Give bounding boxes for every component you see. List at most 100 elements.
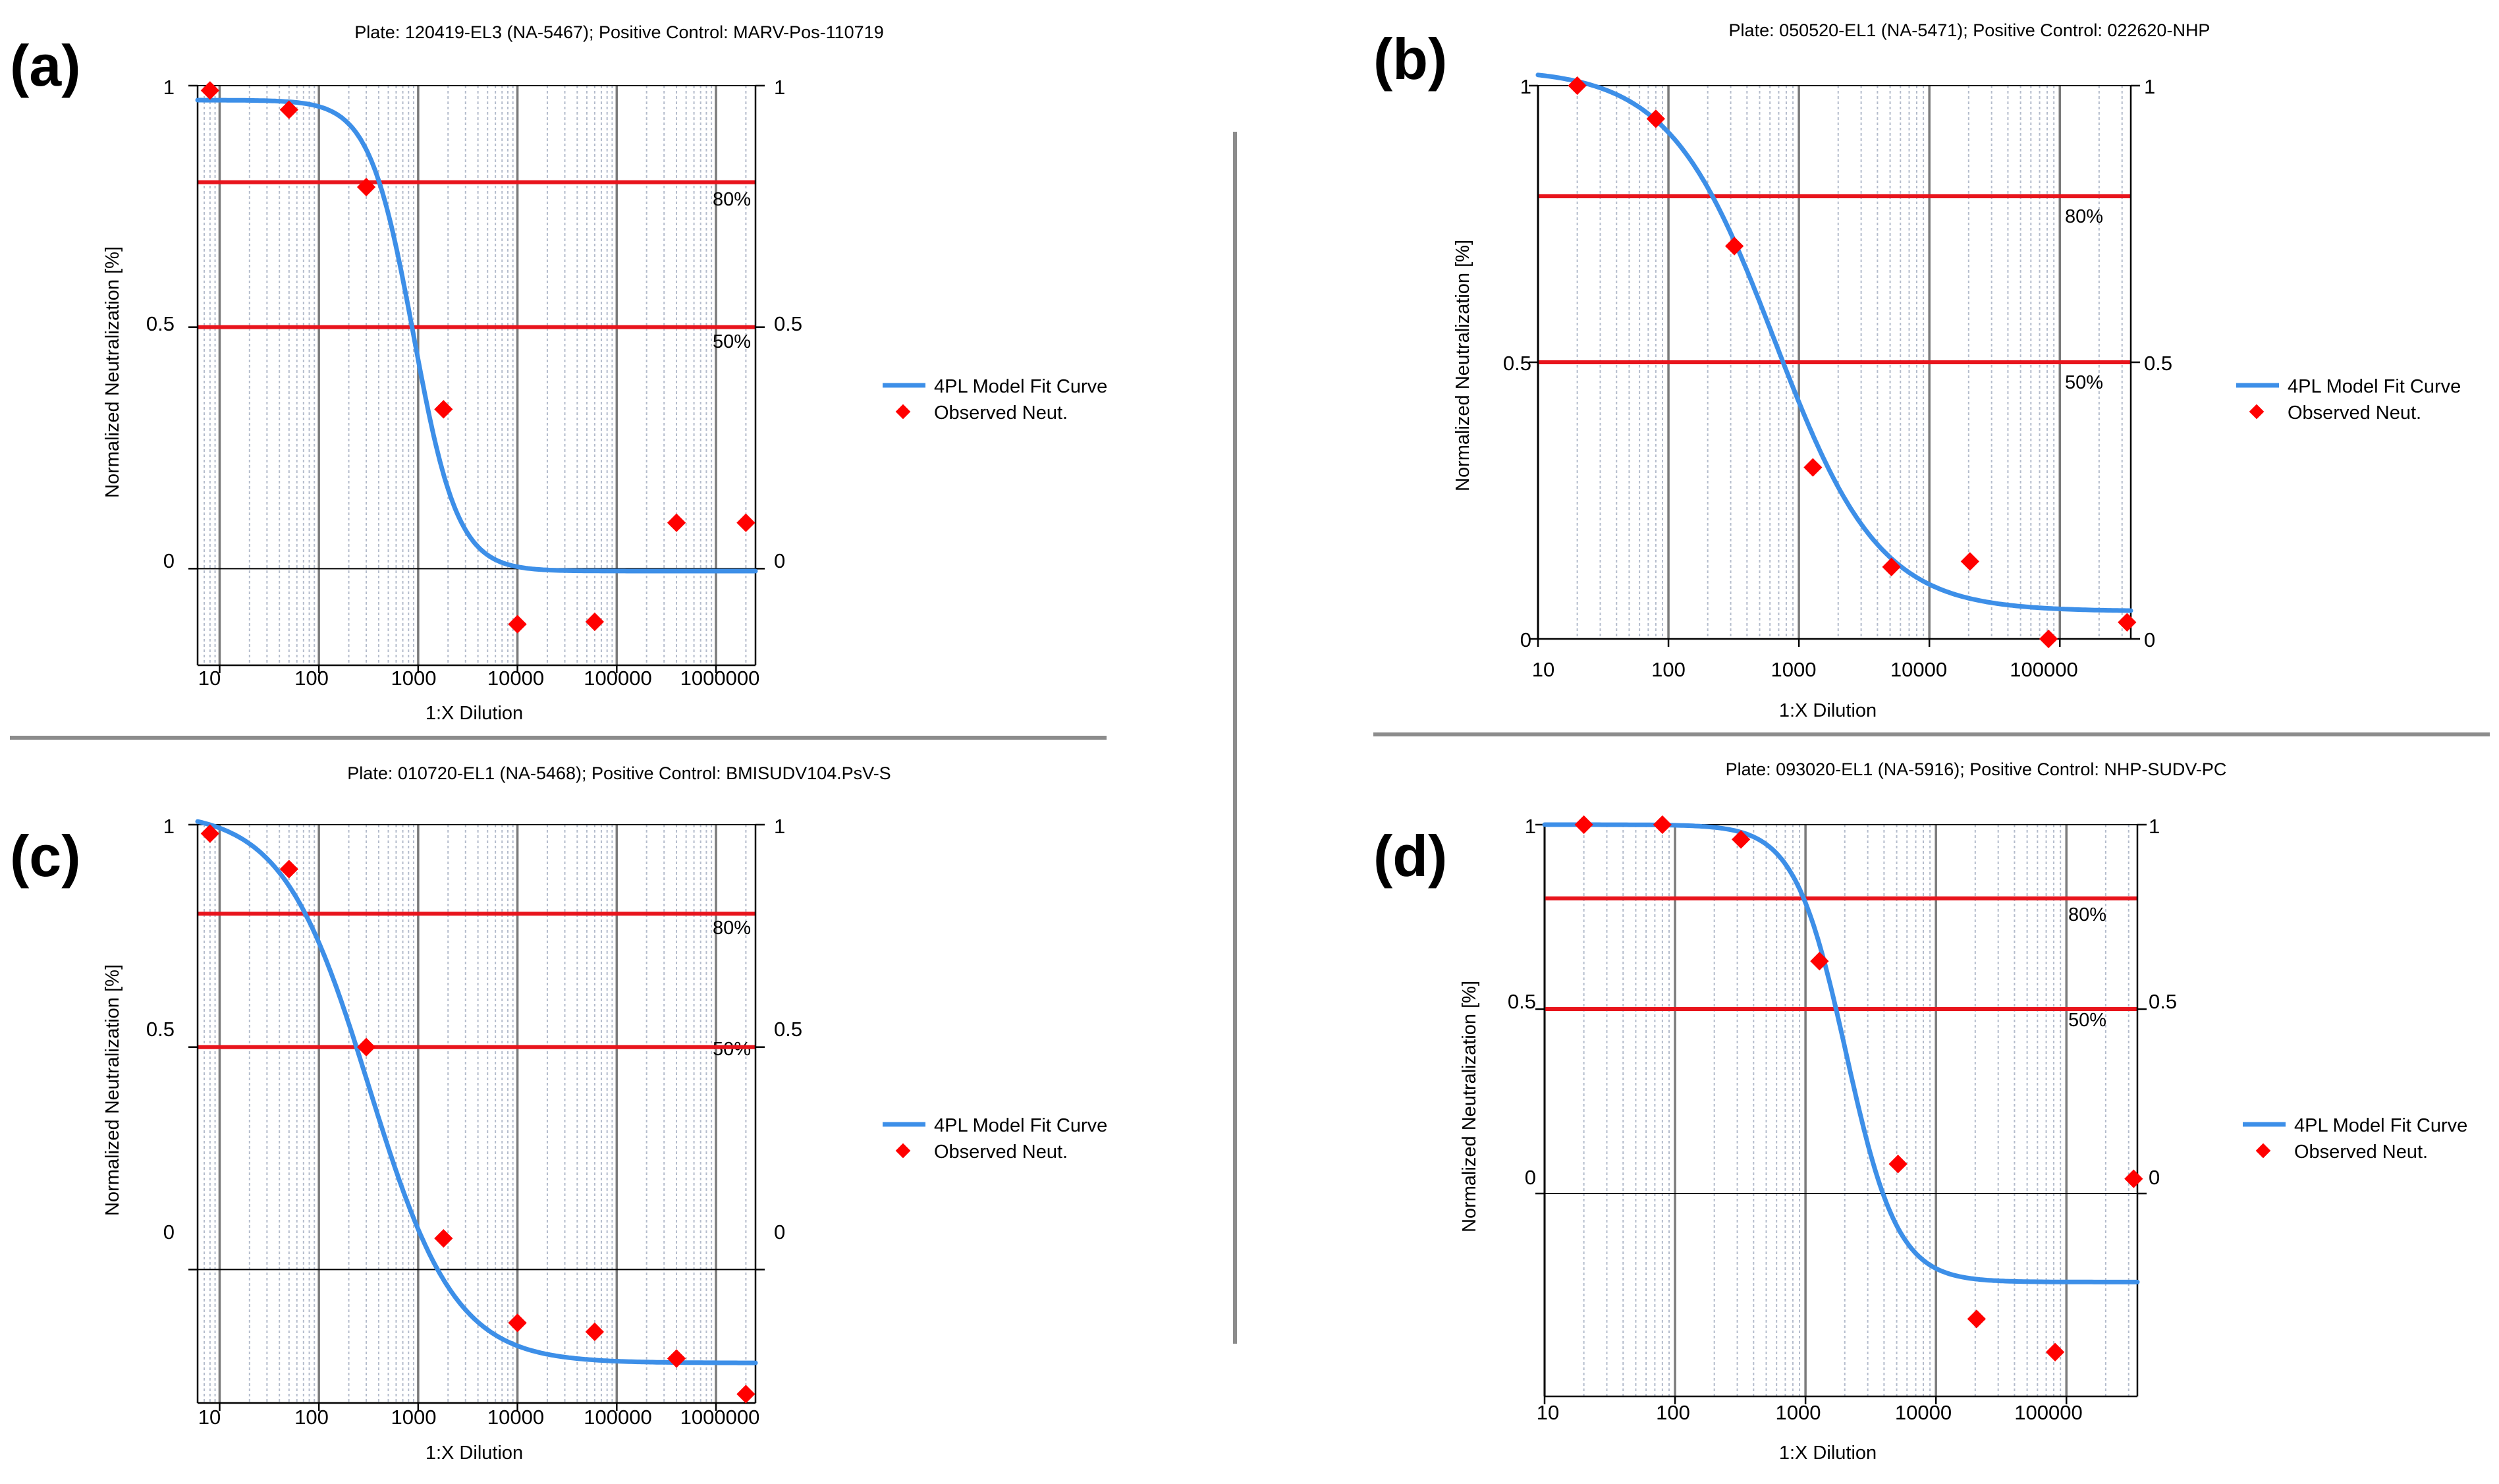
- legend-points-label: Observed Neut.: [2288, 402, 2421, 424]
- panel-b-ytick-label-left: 0.5: [1503, 352, 1531, 375]
- panel-c-threshold-label-50: 50%: [713, 1039, 751, 1060]
- panel-b-legend: 4PL Model Fit Curve Observed Neut.: [2236, 376, 2461, 424]
- observed-point: [1646, 109, 1666, 128]
- panel-a: (a) Plate: 120419-EL3 (NA-5467); Positiv…: [10, 22, 1107, 724]
- panel-b-ytick-label-right: 1: [2144, 75, 2155, 98]
- panel-a-legend: 4PL Model Fit Curve Observed Neut.: [883, 376, 1107, 424]
- panel-b-points-group: [1568, 76, 2137, 649]
- fit-curve: [195, 97, 758, 574]
- observed-point: [1574, 815, 1593, 835]
- fit-curve: [195, 819, 758, 1365]
- panel-b-title: Plate: 050520-EL1 (NA-5471); Positive Co…: [1729, 20, 2211, 40]
- observed-point: [1653, 815, 1672, 835]
- panel-c-xtick-label: 1000000: [680, 1406, 760, 1429]
- panel-d-xtick-label: 10: [1537, 1401, 1559, 1424]
- panel-b-ytick-label-left: 1: [1520, 75, 1531, 98]
- panel-b-ytick-label-right: 0: [2144, 628, 2155, 651]
- panel-c-xtick-label: 10: [198, 1406, 221, 1429]
- panel-a-xtick-label: 1000000: [680, 667, 760, 690]
- panel-c-curve-group: [195, 819, 758, 1365]
- panel-a-ytick-label-right: 0: [774, 549, 785, 572]
- panel-b-curve-group: [1535, 72, 2133, 613]
- panel-a-ytick-label-right: 0.5: [774, 312, 802, 335]
- observed-point: [1888, 1155, 1908, 1174]
- panel-c-ytick-label-right: 0.5: [774, 1018, 802, 1041]
- observed-point: [434, 400, 453, 419]
- observed-point: [356, 177, 376, 197]
- panel-a-grid: [197, 85, 755, 665]
- panel-d-thresholds: 80% 50%: [1545, 896, 2137, 1031]
- observed-point: [200, 81, 219, 100]
- observed-point: [200, 824, 219, 843]
- panel-d-label: (d): [1373, 823, 1447, 889]
- panel-b-threshold-label-80: 80%: [2065, 206, 2103, 227]
- panel-d-legend: 4PL Model Fit Curve Observed Neut.: [2243, 1115, 2467, 1163]
- panel-b-xtick-label: 1000: [1771, 658, 1817, 681]
- panel-c-legend: 4PL Model Fit Curve Observed Neut.: [883, 1115, 1107, 1163]
- panel-a-curve-group: [195, 97, 758, 574]
- panel-c-thresholds: 80% 50%: [198, 912, 755, 1060]
- observed-point: [2118, 613, 2137, 632]
- panel-b-x-axis-label: 1:X Dilution: [1779, 700, 1877, 721]
- panel-a-title: Plate: 120419-EL3 (NA-5467); Positive Co…: [354, 22, 883, 42]
- panel-c-x-axis-label: 1:X Dilution: [426, 1443, 523, 1464]
- panel-c-threshold-label-80: 80%: [713, 918, 751, 939]
- observed-point: [2045, 1342, 2065, 1361]
- panel-c-xtick-label: 1000: [391, 1406, 437, 1429]
- legend-points-swatch: [2255, 1143, 2271, 1159]
- panel-a-y-axis-label: Normalized Neutralization [%]: [102, 246, 123, 498]
- panel-d-curve-group: [1542, 822, 2140, 1284]
- observed-point: [736, 513, 755, 532]
- panel-c-ytick-label-left: 1: [163, 815, 175, 838]
- observed-point: [736, 1385, 755, 1404]
- observed-point: [508, 615, 527, 634]
- panel-d-points-group: [1574, 815, 2143, 1361]
- observed-point: [1882, 557, 1901, 576]
- panel-c-ytick-label-left: 0.5: [146, 1018, 175, 1041]
- observed-point: [1568, 76, 1587, 96]
- fit-curve: [1542, 822, 2140, 1284]
- panel-a-ytick-label-left: 1: [163, 76, 175, 99]
- panel-c-y-axis-label: Normalized Neutralization [%]: [102, 964, 123, 1216]
- panel-d-xtick-label: 1000: [1776, 1401, 1821, 1424]
- panel-b-xtick-label: 10000: [1890, 658, 1947, 681]
- legend-points-swatch: [2249, 404, 2265, 420]
- panel-d-x-axis-label: 1:X Dilution: [1779, 1443, 1877, 1464]
- panel-b-ytick-label-left: 0: [1520, 628, 1531, 651]
- observed-point: [2039, 629, 2058, 649]
- panel-a-axes: 10 100 1000 10000 100000 1000000 0 0.5 1…: [102, 76, 802, 724]
- panel-d-xtick-label: 10000: [1895, 1401, 1952, 1424]
- panel-c-ytick-label-right: 1: [774, 815, 785, 838]
- observed-point: [585, 612, 605, 632]
- panel-b-threshold-label-50: 50%: [2065, 372, 2103, 393]
- panel-d-ytick-label-right: 0.5: [2149, 990, 2177, 1013]
- panel-d-threshold-label-80: 80%: [2068, 904, 2106, 925]
- panel-c: (c) Plate: 010720-EL1 (NA-5468); Positiv…: [10, 763, 1107, 1464]
- observed-point: [585, 1322, 605, 1342]
- observed-point: [508, 1313, 527, 1333]
- panel-c-grid: [197, 824, 755, 1403]
- legend-points-swatch: [895, 404, 911, 420]
- observed-point: [1724, 236, 1744, 256]
- panel-c-points-group: [200, 824, 755, 1404]
- legend-points-label: Observed Neut.: [2294, 1141, 2428, 1163]
- panel-c-axes: 10 100 1000 10000 100000 1000000 0 0.5 1…: [102, 815, 802, 1464]
- panel-b-xtick-label: 10: [1532, 658, 1554, 681]
- panel-b: (b) Plate: 050520-EL1 (NA-5471); Positiv…: [1373, 20, 2461, 721]
- panel-a-ytick-label-left: 0: [163, 549, 175, 572]
- panel-b-thresholds: 80% 50%: [1538, 194, 2131, 393]
- observed-point: [356, 1037, 376, 1057]
- legend-curve-label: 4PL Model Fit Curve: [934, 1115, 1107, 1136]
- observed-point: [1810, 952, 1829, 971]
- panel-b-axes: 10 100 1000 10000 100000 0 0.5 1 0 0.5 1…: [1452, 75, 2172, 721]
- panel-c-xtick-label: 100000: [584, 1406, 651, 1429]
- panel-a-thresholds: 80% 50%: [198, 180, 755, 352]
- panel-a-threshold-label-50: 50%: [713, 331, 751, 352]
- panel-d-grid: [1543, 824, 2137, 1396]
- panel-c-ytick-label-left: 0: [163, 1221, 175, 1244]
- panel-d-ytick-label-right: 0: [2149, 1166, 2160, 1189]
- panel-d: (d) Plate: 093020-EL1 (NA-5916); Positiv…: [1373, 759, 2467, 1464]
- legend-points-label: Observed Neut.: [934, 1141, 1068, 1163]
- panel-a-xtick-label: 100000: [584, 667, 651, 690]
- panel-a-ytick-label-right: 1: [774, 76, 785, 99]
